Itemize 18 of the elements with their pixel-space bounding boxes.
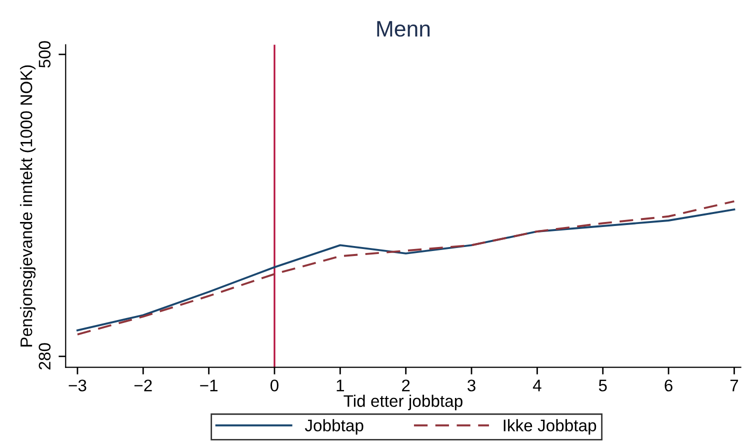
y-axis-title: Pensjonsgjevande inntekt (1000 NOK)	[20, 65, 36, 346]
legend-label: Ikke Jobbtap	[504, 419, 596, 435]
x-tick-label: 3	[468, 380, 476, 392]
x-tick-label: −1	[200, 380, 218, 392]
legend-label: Jobbtap	[304, 419, 364, 435]
x-tick-label: −3	[68, 380, 86, 392]
x-tick-label: 7	[730, 380, 738, 392]
x-tick-label: 5	[598, 380, 607, 392]
x-tick-label: 1	[336, 380, 344, 392]
y-tick-label: 280	[38, 343, 51, 370]
x-tick-label: −2	[134, 380, 152, 392]
x-axis-title: Tid etter jobbtap	[344, 394, 462, 410]
y-tick-label: 500	[38, 41, 51, 68]
x-tick-label: 6	[664, 380, 672, 392]
x-tick-label: 4	[532, 380, 542, 392]
x-tick-label: 0	[270, 380, 278, 392]
x-tick-label: 2	[402, 380, 410, 392]
chart-title: Menn	[377, 21, 430, 37]
